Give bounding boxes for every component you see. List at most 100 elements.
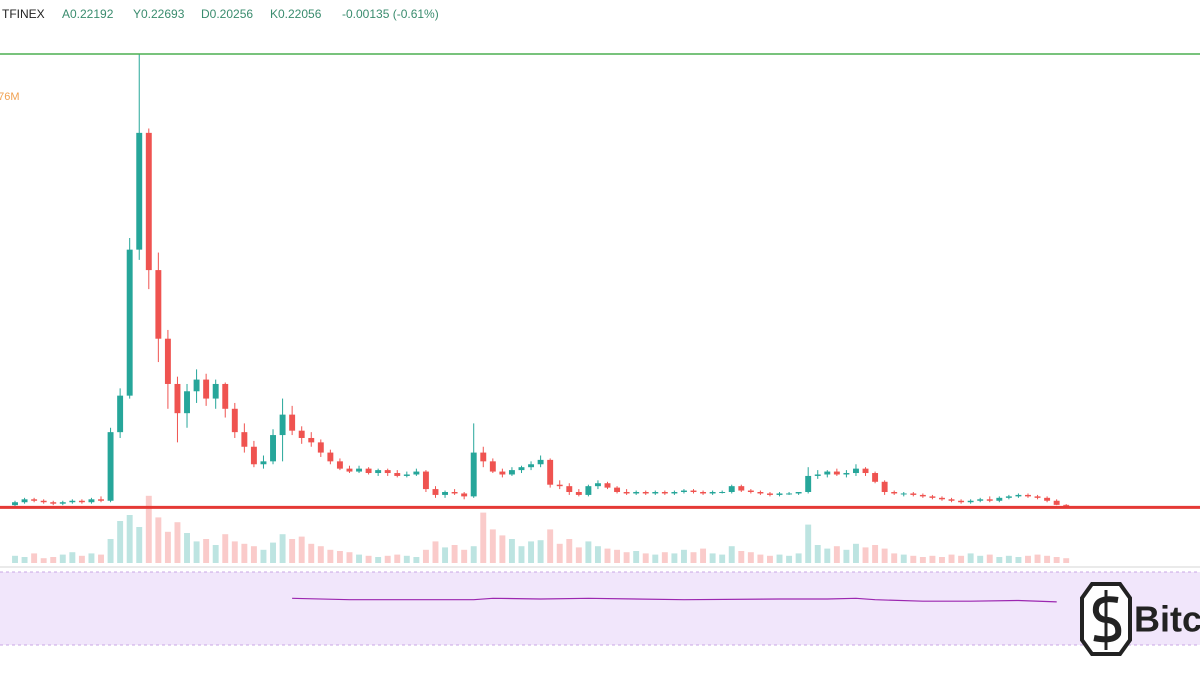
volume-bar — [594, 546, 601, 563]
volume-bar — [986, 554, 993, 563]
volume-bar — [700, 548, 707, 563]
volume-bar — [881, 548, 888, 563]
volume-bar — [680, 549, 687, 563]
candle-body — [824, 471, 831, 475]
candle-body — [489, 461, 496, 472]
volume-bar — [203, 539, 210, 563]
candle-body — [461, 493, 468, 497]
volume-bar — [12, 555, 18, 563]
candle-body — [547, 459, 554, 485]
candle-body — [594, 483, 601, 487]
candle-body — [556, 484, 563, 487]
candle-body — [872, 473, 879, 482]
volume-bar — [633, 551, 640, 563]
indicator-pane — [0, 572, 1200, 645]
volume-bar — [747, 552, 754, 563]
close-label: K0.22056 — [270, 7, 322, 21]
volume-bar — [136, 527, 143, 563]
candle-body — [862, 468, 869, 474]
candle-body — [795, 492, 802, 494]
high-label: Y0.22693 — [133, 7, 185, 21]
volume-bar — [164, 531, 171, 563]
candle-body — [977, 499, 984, 501]
volume-bar — [117, 521, 124, 563]
volume-bar — [508, 539, 515, 563]
candle-body — [136, 132, 143, 250]
volume-bar — [59, 554, 66, 563]
candle-body — [69, 500, 76, 503]
candle-body — [1044, 497, 1051, 501]
candle-body — [614, 487, 621, 493]
volume-bar — [279, 534, 286, 563]
volume-bar — [413, 557, 420, 563]
volume-bar — [738, 551, 745, 563]
volume-bar — [585, 541, 592, 563]
volume-bar — [1034, 554, 1041, 563]
volume-bar — [891, 553, 898, 563]
candle-body — [403, 474, 410, 476]
candle-body — [222, 383, 229, 409]
candle-body — [298, 430, 305, 438]
indicator-line — [292, 597, 1057, 603]
volume-bar — [365, 555, 372, 563]
candle-body — [184, 391, 190, 414]
candle-body — [98, 499, 104, 501]
low-label: D0.20256 — [201, 7, 253, 21]
volume-bar — [566, 539, 573, 563]
candle-body — [508, 470, 515, 475]
candle-body — [107, 432, 114, 501]
volume-bar — [422, 549, 429, 563]
volume-bar — [814, 545, 821, 563]
volume-bar — [518, 546, 525, 563]
volume-bar — [862, 547, 869, 563]
volume-bar — [958, 555, 965, 563]
volume-bar — [231, 541, 238, 563]
volume-bar — [394, 554, 401, 563]
candle-body — [566, 486, 573, 493]
candle-body — [986, 499, 993, 501]
candle-body — [40, 500, 47, 503]
candle-body — [31, 499, 38, 501]
volume-bar — [910, 555, 917, 563]
candle-body — [155, 270, 162, 339]
candle-body — [451, 492, 458, 494]
candle-body — [442, 492, 449, 495]
volume-bar — [786, 555, 793, 563]
candle-body — [1025, 494, 1031, 497]
candle-body — [661, 492, 668, 494]
volume-bar — [661, 552, 668, 563]
candle-body — [958, 500, 965, 503]
volume-bar — [155, 517, 162, 563]
candle-body — [738, 486, 745, 491]
candle-body — [88, 499, 95, 503]
volume-bar — [967, 553, 974, 563]
volume-bar — [977, 555, 984, 563]
volume-bar — [537, 540, 544, 563]
volume-bar — [499, 535, 506, 563]
candle-body — [528, 464, 535, 468]
candle-body — [709, 492, 716, 494]
candle-body — [336, 461, 343, 469]
volume-bar — [184, 533, 190, 563]
volume-bar — [528, 541, 535, 563]
volume-bar — [690, 552, 697, 563]
candle-body — [327, 452, 334, 462]
volume-bar — [919, 557, 926, 563]
volume-bar — [403, 555, 410, 563]
candle-body — [50, 502, 57, 504]
candle-body — [365, 468, 372, 474]
candle-body — [356, 468, 362, 472]
candle-body — [1053, 500, 1060, 505]
candle-body — [308, 437, 315, 443]
volume-bar — [432, 541, 439, 563]
candle-body — [375, 470, 382, 474]
volume-bar — [31, 553, 38, 563]
candle-body — [652, 492, 659, 494]
candle-body — [910, 493, 917, 495]
volume-bar — [1025, 555, 1031, 563]
volume-bar — [461, 549, 468, 563]
volume-bar — [719, 554, 726, 563]
volume-bar — [824, 548, 831, 563]
volume-bar — [575, 547, 582, 563]
